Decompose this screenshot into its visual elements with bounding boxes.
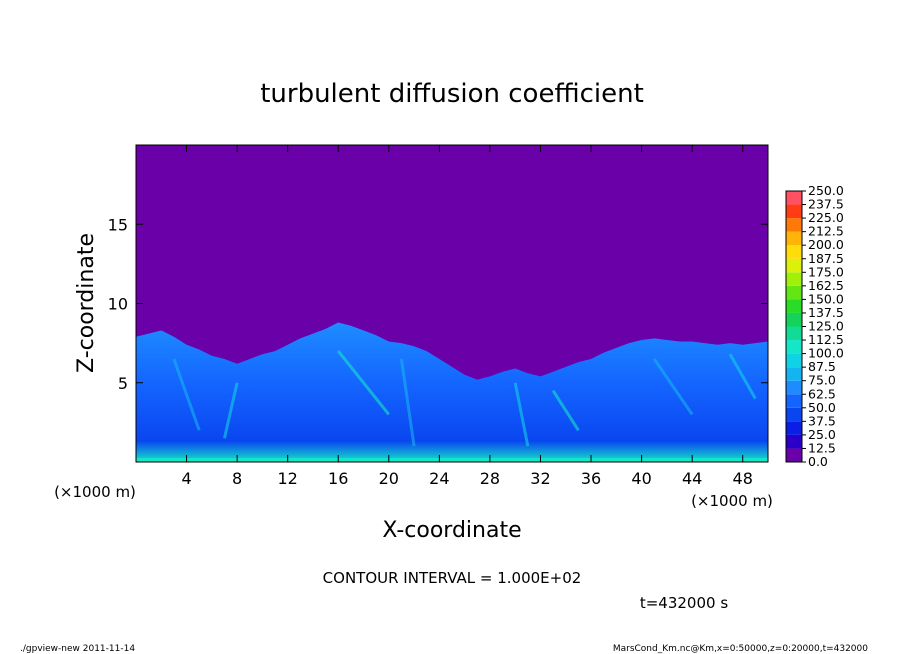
colorbar-label: 25.0 <box>808 427 836 442</box>
x-tick-label: 36 <box>581 469 601 488</box>
colorbar-swatch <box>786 448 802 462</box>
surface-layer <box>136 458 768 462</box>
x-tick-label: 28 <box>480 469 500 488</box>
colorbar-swatch <box>786 231 802 246</box>
colorbar-label: 250.0 <box>808 183 844 198</box>
y-axis-label: Z-coordinate <box>74 233 99 373</box>
colorbar-swatch <box>786 204 802 219</box>
eddy-streak <box>223 382 239 439</box>
y-tick-label: 10 <box>108 295 128 314</box>
time-text: t=432000 s <box>640 594 728 612</box>
eddy-streak <box>653 358 694 416</box>
eddy-streak <box>728 353 757 400</box>
x-tick-label: 44 <box>682 469 702 488</box>
x-tick-label: 32 <box>530 469 550 488</box>
x-tick-label: 8 <box>232 469 242 488</box>
colorbar-swatch <box>786 312 802 327</box>
colorbar-label: 50.0 <box>808 400 836 415</box>
field-layer <box>136 322 768 462</box>
colorbar-label: 175.0 <box>808 264 844 279</box>
x-tick-label: 4 <box>181 469 191 488</box>
colorbar-swatch <box>786 299 802 313</box>
x-tick-label: 16 <box>328 469 348 488</box>
x-unit-left: (×1000 m) <box>54 483 136 501</box>
eddy-streak <box>513 382 530 447</box>
contour-interval-text: CONTOUR INTERVAL = 1.000E+02 <box>323 569 582 587</box>
eddy-streak <box>337 350 390 416</box>
colorbar-swatch <box>786 326 802 341</box>
colorbar-swatch <box>786 394 802 408</box>
colorbar-swatch <box>786 272 802 286</box>
colorbar-swatch <box>786 380 802 395</box>
x-tick-label: 48 <box>733 469 753 488</box>
colorbar-label: 87.5 <box>808 359 836 374</box>
colorbar-label: 150.0 <box>808 291 844 306</box>
colorbar-label: 200.0 <box>808 237 844 252</box>
colorbar-swatch <box>786 191 802 205</box>
eddy-streak <box>551 389 580 432</box>
colorbar-label: 62.5 <box>808 386 836 401</box>
colorbar-label: 125.0 <box>808 319 844 334</box>
x-axis-label: X-coordinate <box>382 518 521 543</box>
colorbar-swatch <box>786 407 802 422</box>
x-tick-label: 24 <box>429 469 449 488</box>
y-tick-label: 15 <box>108 215 128 234</box>
y-tick-label: 5 <box>118 374 128 393</box>
colorbar-swatch <box>786 258 802 273</box>
colorbar-swatch <box>786 353 802 368</box>
colorbar-label: 112.5 <box>808 332 844 347</box>
eddy-streak <box>172 358 201 431</box>
x-tick-label: 20 <box>379 469 399 488</box>
colorbar-label: 237.5 <box>808 197 844 212</box>
chart-title: turbulent diffusion coefficient <box>260 79 644 109</box>
colorbar-label: 187.5 <box>808 251 844 266</box>
x-axis: 4 8 12 16 20 24 28 32 36 40 44 48 <box>181 145 753 488</box>
colorbar-label: 37.5 <box>808 413 836 428</box>
turbulent-layer <box>136 322 768 462</box>
colorbar-label: 225.0 <box>808 210 844 225</box>
footer-right: MarsCond_Km.nc@Km,x=0:50000,z=0:20000,t=… <box>613 644 868 654</box>
colorbar: 0.012.525.037.550.062.575.087.5100.0112.… <box>785 183 844 469</box>
x-tick-label: 12 <box>278 469 298 488</box>
colorbar-swatch <box>786 218 802 232</box>
colorbar-label: 12.5 <box>808 440 836 455</box>
colorbar-swatch <box>786 245 802 259</box>
colorbar-swatch <box>786 421 802 435</box>
x-tick-label: 40 <box>631 469 651 488</box>
footer-left: ./gpview-new 2011-11-14 <box>20 644 135 654</box>
x-unit-right: (×1000 m) <box>691 492 773 510</box>
y-axis: 5 10 15 <box>108 215 768 393</box>
colorbar-swatch <box>786 285 802 300</box>
colorbar-swatch <box>786 340 802 354</box>
colorbar-label: 100.0 <box>808 346 844 361</box>
eddy-streak <box>399 358 416 447</box>
colorbar-label: 212.5 <box>808 224 844 239</box>
colorbar-label: 75.0 <box>808 373 836 388</box>
colorbar-label: 137.5 <box>808 305 844 320</box>
plot-area <box>135 144 769 463</box>
colorbar-swatch <box>786 367 802 381</box>
colorbar-label: 0.0 <box>808 454 828 469</box>
colorbar-label: 162.5 <box>808 278 844 293</box>
colorbar-swatch <box>786 434 802 449</box>
